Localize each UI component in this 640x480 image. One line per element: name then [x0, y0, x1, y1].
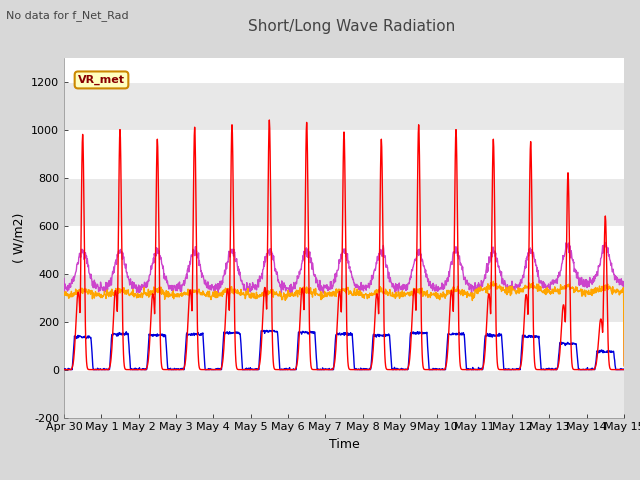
Bar: [64, 274, 624, 322]
Text: Short/Long Wave Radiation: Short/Long Wave Radiation: [248, 19, 456, 34]
Text: No data for f_Net_Rad: No data for f_Net_Rad: [6, 10, 129, 21]
X-axis label: Time: Time: [328, 438, 360, 451]
Bar: [64, 130, 624, 178]
Bar: [64, 370, 624, 418]
Bar: [64, 322, 624, 370]
Bar: [64, 178, 624, 226]
Bar: [64, 82, 624, 130]
Text: VR_met: VR_met: [78, 75, 125, 85]
Bar: [64, 226, 624, 274]
Y-axis label: ( W/m2): ( W/m2): [12, 213, 26, 263]
